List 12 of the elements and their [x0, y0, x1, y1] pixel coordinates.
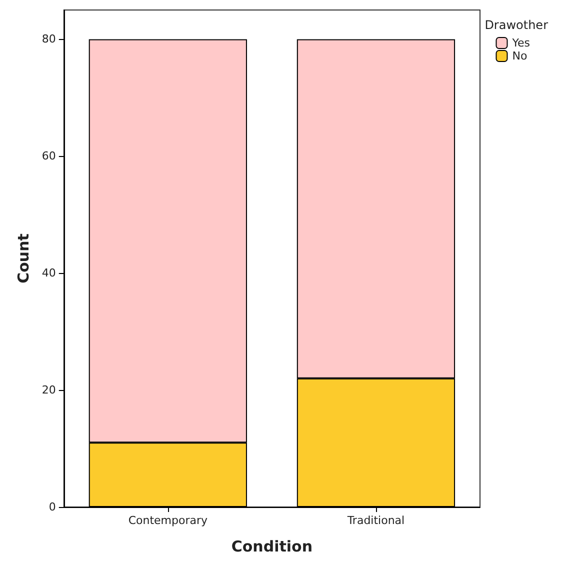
x-tick-label: Traditional — [346, 514, 405, 527]
y-tick-label: 60 — [42, 150, 56, 163]
x-axis-title: Condition — [231, 538, 313, 556]
y-tick-label: 20 — [42, 384, 56, 397]
y-tick-label: 80 — [42, 32, 56, 46]
legend-label: No — [512, 50, 528, 62]
y-tick-label: 40 — [42, 266, 56, 280]
y-axis-title: Count — [14, 234, 32, 284]
x-tick-label: Contemporary — [128, 514, 208, 527]
legend-title: Drawother — [484, 18, 548, 32]
y-tick-label: 0 — [48, 500, 56, 514]
legend-label: Yes — [511, 36, 530, 50]
